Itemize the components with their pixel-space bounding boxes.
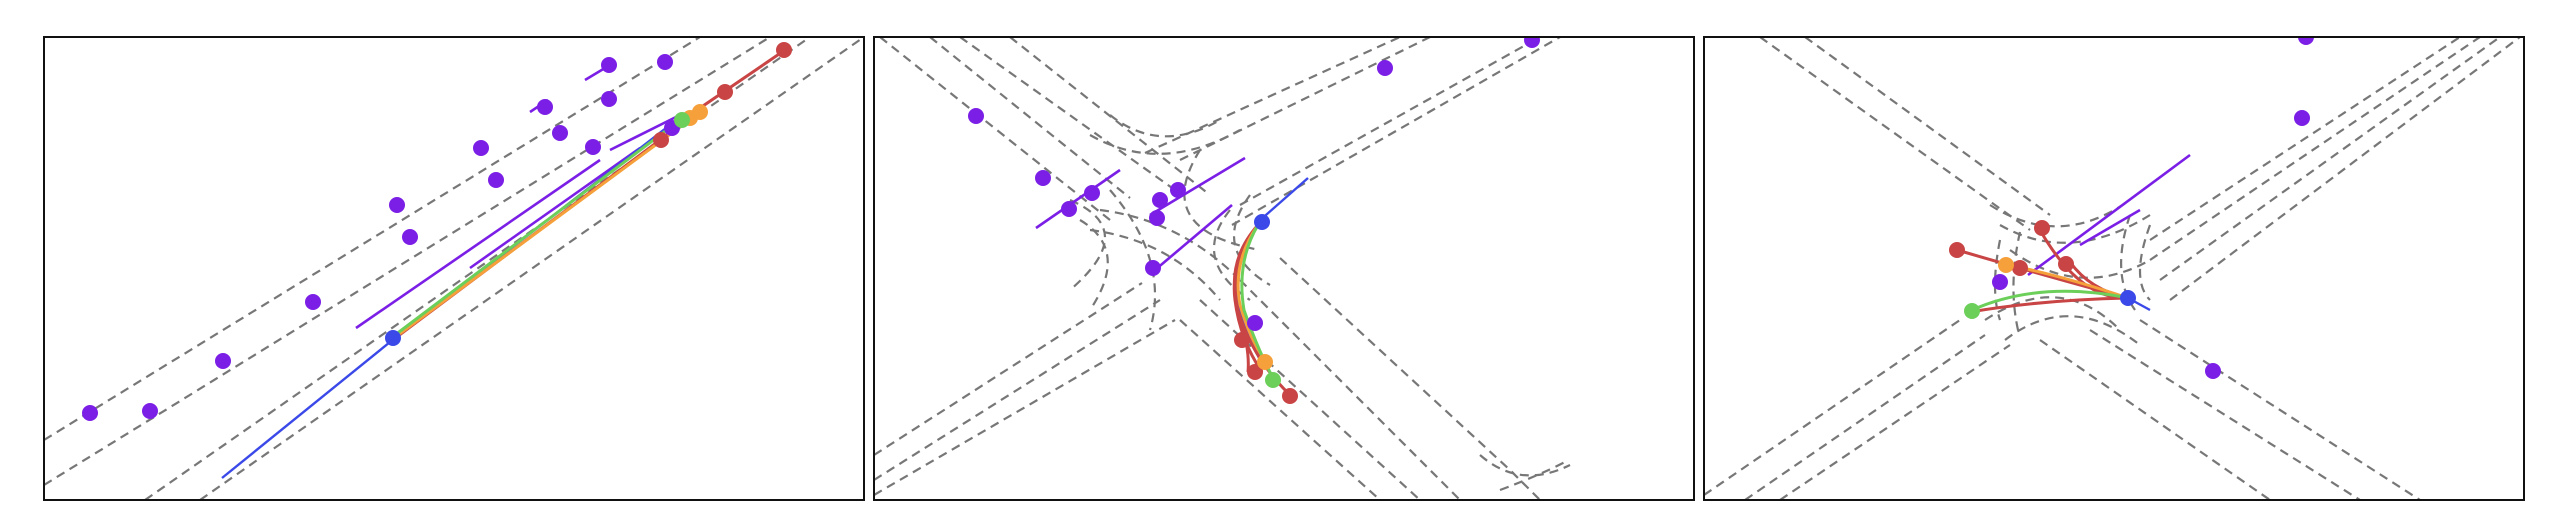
- agent-dots: [968, 37, 1540, 331]
- panel-1-plot: [44, 37, 864, 500]
- agent-tracks: [355, 63, 681, 330]
- lane-lines: [44, 37, 864, 500]
- agent-dots: [82, 54, 680, 421]
- lane-lines: [1704, 37, 2521, 500]
- prediction-endpoints: [1949, 220, 2136, 319]
- agent-dots: [1992, 37, 2314, 379]
- panel-3-plot: [1704, 37, 2521, 500]
- panel-1: [43, 36, 865, 501]
- prediction-endpoints: [1234, 214, 1298, 404]
- agent-tracks: [1035, 156, 1246, 271]
- predicted-trajectories: [1956, 229, 2129, 314]
- panel-3-frame: [1703, 36, 2525, 501]
- lane-lines: [874, 37, 1571, 500]
- panel-2: [873, 36, 1695, 501]
- agent-tracks: [2027, 153, 2191, 277]
- prediction-endpoints: [385, 42, 792, 346]
- panel-2-frame: [873, 36, 1695, 501]
- panel-3: [1703, 36, 2525, 501]
- panel-2-plot: [874, 37, 1571, 500]
- panel-1-frame: [43, 36, 865, 501]
